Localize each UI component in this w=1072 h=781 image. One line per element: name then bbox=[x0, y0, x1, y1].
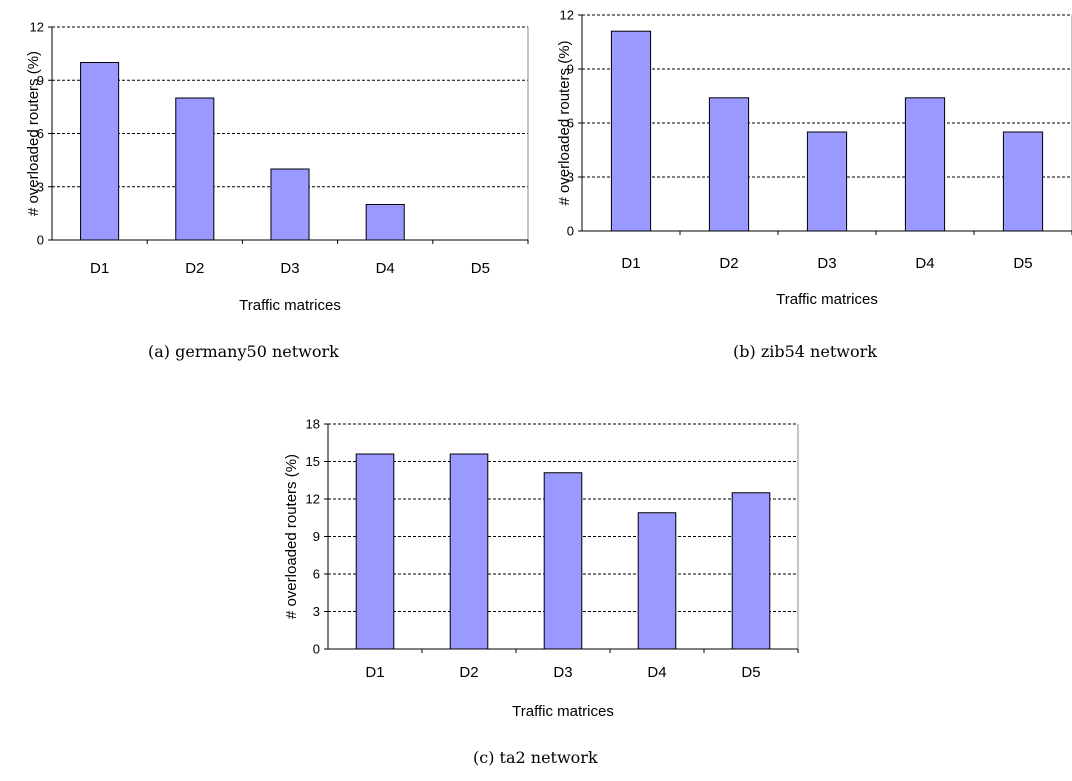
y-axis-title-a: # overloaded routers (%) bbox=[25, 51, 42, 216]
caption-a: (a) germany50 network bbox=[148, 342, 339, 361]
y-tick-label-b: 9 bbox=[567, 62, 574, 77]
y-tick-label-a: 6 bbox=[37, 126, 44, 141]
y-axis-title-c: # overloaded routers (%) bbox=[283, 454, 300, 619]
x-tick-label-b: D3 bbox=[817, 255, 836, 272]
x-tick-label-a: D2 bbox=[185, 260, 204, 277]
bar-a-D1 bbox=[80, 62, 120, 241]
bar-a-D2 bbox=[175, 97, 215, 241]
x-tick-label-c: D1 bbox=[365, 664, 384, 681]
x-tick-label-c: D4 bbox=[647, 664, 666, 681]
x-tick-label-b: D1 bbox=[621, 255, 640, 272]
caption-b: (b) zib54 network bbox=[733, 342, 877, 361]
x-tick-label-b: D5 bbox=[1013, 255, 1032, 272]
x-tick-label-a: D3 bbox=[280, 260, 299, 277]
y-tick-label-c: 15 bbox=[306, 454, 320, 469]
y-tick-label-a: 3 bbox=[37, 179, 44, 194]
bar-c-D5 bbox=[731, 492, 771, 650]
y-tick-label-c: 9 bbox=[313, 529, 320, 544]
y-tick-label-c: 12 bbox=[306, 492, 320, 507]
x-tick-label-c: D3 bbox=[553, 664, 572, 681]
y-tick-label-b: 6 bbox=[567, 116, 574, 131]
y-tick-label-b: 12 bbox=[560, 8, 574, 23]
y-tick-label-b: 0 bbox=[567, 224, 574, 239]
bar-b-D4 bbox=[904, 97, 946, 232]
x-axis-title-b: Traffic matrices bbox=[776, 291, 878, 308]
y-axis-title-b: # overloaded routers (%) bbox=[556, 40, 573, 205]
x-tick-label-b: D2 bbox=[719, 255, 738, 272]
x-tick-label-c: D5 bbox=[741, 664, 760, 681]
bar-b-D3 bbox=[806, 131, 848, 232]
x-tick-label-a: D5 bbox=[471, 260, 490, 277]
y-tick-label-c: 0 bbox=[313, 642, 320, 657]
y-tick-label-b: 3 bbox=[567, 170, 574, 185]
bar-c-D2 bbox=[449, 453, 489, 650]
y-tick-label-c: 3 bbox=[313, 604, 320, 619]
y-tick-label-a: 0 bbox=[37, 233, 44, 248]
x-axis-title-c: Traffic matrices bbox=[512, 703, 614, 720]
x-axis-title-a: Traffic matrices bbox=[239, 297, 341, 314]
y-tick-label-a: 9 bbox=[37, 73, 44, 88]
x-tick-label-a: D1 bbox=[90, 260, 109, 277]
bar-a-D4 bbox=[365, 204, 405, 241]
bar-b-D5 bbox=[1002, 131, 1044, 232]
x-tick-label-c: D2 bbox=[459, 664, 478, 681]
y-tick-label-c: 6 bbox=[313, 567, 320, 582]
y-tick-label-a: 12 bbox=[30, 20, 44, 35]
x-tick-label-b: D4 bbox=[915, 255, 934, 272]
y-tick-label-c: 18 bbox=[306, 417, 320, 432]
bar-b-D2 bbox=[708, 97, 750, 232]
bar-b-D1 bbox=[610, 30, 652, 232]
bar-c-D3 bbox=[543, 472, 583, 650]
bar-c-D4 bbox=[637, 512, 677, 650]
caption-c: (c) ta2 network bbox=[473, 748, 598, 767]
bar-c-D1 bbox=[355, 453, 395, 650]
x-tick-label-a: D4 bbox=[376, 260, 395, 277]
bar-a-D3 bbox=[270, 168, 310, 241]
